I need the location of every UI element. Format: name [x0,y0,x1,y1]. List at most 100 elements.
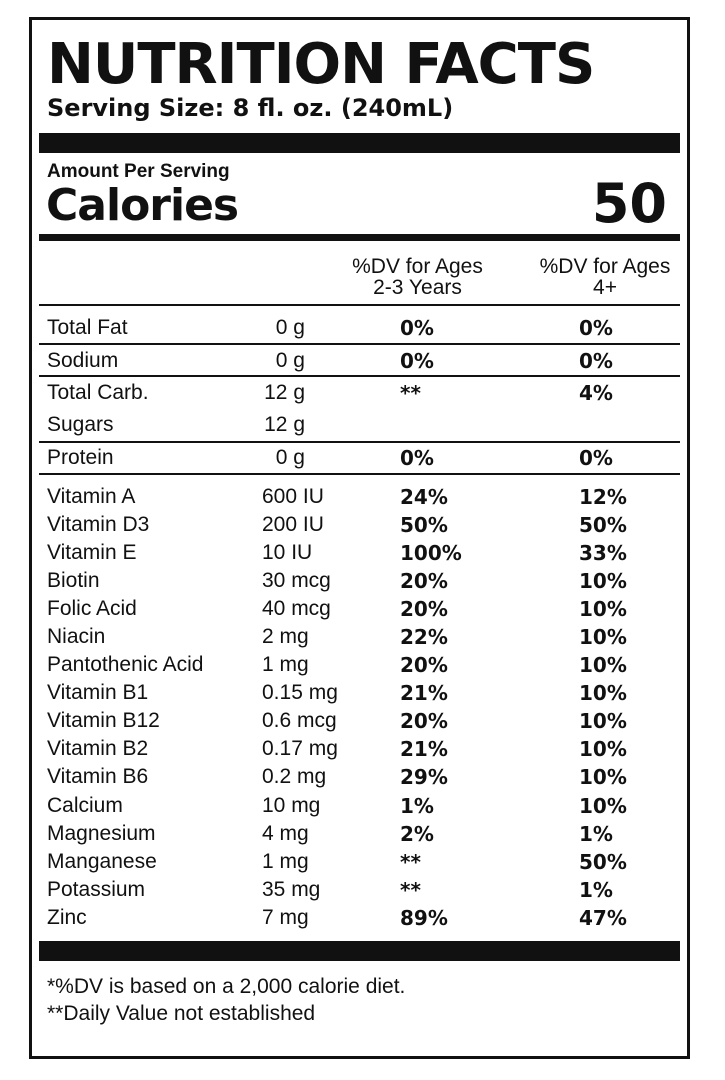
nutrient-dv-ages-4: 10% [579,569,627,593]
nutrient-row-vitamin-b6: Vitamin B6 0.2 mg 29% 10% [32,763,687,791]
nutrient-row-zinc: Zinc 7 mg 89% 47% [32,904,687,932]
nutrient-dv-ages-4: 10% [579,794,627,818]
nutrient-dv-ages-2-3: 0% [400,446,434,470]
nutrient-dv-ages-4: 0% [579,446,613,470]
nutrient-row-vitamin-e: Vitamin E 10 IU 100% 33% [32,539,687,567]
nutrient-dv-ages-2-3: ** [400,878,421,902]
footnote-not-established: **Daily Value not established [47,1002,316,1025]
column-header-ages-2-3-line2: 2-3 Years [373,276,462,299]
nutrient-amount: 10 IU [262,541,313,564]
nutrient-name: Zinc [47,906,87,929]
nutrient-dv-ages-4: 10% [579,653,627,677]
nutrient-dv-ages-4: 10% [579,681,627,705]
nutrient-dv-ages-4: 1% [579,822,613,846]
nutrient-row-sodium: Sodium 0 g 0% 0% [32,346,687,376]
nutrient-row-vitamin-b1: Vitamin B1 0.15 mg 21% 10% [32,679,687,707]
nutrient-dv-ages-2-3: 20% [400,569,448,593]
nutrient-amount: 0 g [275,316,305,339]
nutrient-dv-ages-4: 33% [579,541,627,565]
footnote-dv-basis: *%DV is based on a 2,000 calorie diet. [47,975,406,998]
nutrient-dv-ages-4: 12% [579,485,627,509]
nutrient-amount: 40 mcg [262,597,331,620]
nutrient-amount: 200 IU [262,513,324,536]
nutrient-dv-ages-2-3: 22% [400,625,448,649]
divider-line [39,304,680,306]
nutrient-dv-ages-2-3: 89% [400,906,448,930]
nutrient-name: Calcium [47,794,123,817]
nutrient-name: Vitamin B2 [47,737,149,760]
nutrient-name: Total Carb. [47,381,149,404]
nutrient-dv-ages-4: 4% [579,381,613,405]
nutrient-dv-ages-2-3: 50% [400,513,448,537]
nutrient-amount: 2 mg [262,625,309,648]
nutrient-dv-ages-4: 0% [579,316,613,340]
nutrient-dv-ages-2-3: 29% [400,765,448,789]
nutrient-row-total-fat: Total Fat 0 g 0% 0% [32,313,687,343]
divider-line [39,375,680,377]
nutrient-amount: 600 IU [262,485,324,508]
nutrient-amount: 0.6 mcg [262,709,337,732]
nutrient-name: Vitamin A [47,485,136,508]
nutrition-facts-panel: NUTRITION FACTS Serving Size: 8 fl. oz. … [29,17,690,1059]
nutrient-dv-ages-4: 10% [579,597,627,621]
nutrient-dv-ages-2-3: 2% [400,822,434,846]
nutrient-name: Vitamin B12 [47,709,160,732]
nutrient-amount: 35 mg [262,878,321,901]
amount-per-serving: Amount Per Serving [47,161,230,182]
nutrient-dv-ages-2-3: 21% [400,681,448,705]
nutrient-name: Sugars [47,413,114,436]
nutrient-name: Vitamin D3 [47,513,150,536]
divider-medium [39,234,680,241]
nutrient-amount: 12 g [264,413,305,436]
nutrient-dv-ages-4: 0% [579,349,613,373]
nutrient-row-vitamin-a: Vitamin A 600 IU 24% 12% [32,483,687,511]
divider-line [39,473,680,475]
nutrient-amount: 12 g [264,381,305,404]
nutrient-dv-ages-4: 10% [579,709,627,733]
column-header-ages-2-3: %DV for Ages 2-3 Years [335,256,500,298]
nutrient-dv-ages-2-3: 0% [400,316,434,340]
nutrient-row-biotin: Biotin 30 mcg 20% 10% [32,567,687,595]
nutrient-dv-ages-4: 50% [579,850,627,874]
nutrient-row-niacin: Niacin 2 mg 22% 10% [32,623,687,651]
nutrient-name: Niacin [47,625,106,648]
nutrient-dv-ages-2-3: 21% [400,737,448,761]
nutrient-name: Vitamin B1 [47,681,149,704]
nutrient-row-protein: Protein 0 g 0% 0% [32,443,687,473]
nutrient-dv-ages-2-3: ** [400,850,421,874]
nutrient-name: Vitamin B6 [47,765,149,788]
nutrient-row-manganese: Manganese 1 mg ** 50% [32,848,687,876]
nutrient-row-potassium: Potassium 35 mg ** 1% [32,876,687,904]
nutrient-name: Potassium [47,878,146,901]
nutrient-amount: 0 g [275,446,305,469]
divider-line [39,441,680,443]
nutrient-amount: 4 mg [262,822,309,845]
nutrient-dv-ages-2-3: 24% [400,485,448,509]
nutrient-row-vitamin-b2: Vitamin B2 0.17 mg 21% 10% [32,735,687,763]
nutrient-row-calcium: Calcium 10 mg 1% 10% [32,792,687,820]
divider-thick-bottom [39,941,680,961]
nutrient-name: Pantothenic Acid [47,653,204,676]
nutrient-amount: 0.15 mg [262,681,338,704]
nutrient-dv-ages-2-3: 100% [400,541,462,565]
nutrient-dv-ages-2-3: 20% [400,709,448,733]
nutrient-amount: 1 mg [262,653,309,676]
nutrient-dv-ages-2-3: 0% [400,349,434,373]
nutrient-name: Total Fat [47,316,128,339]
calories-label: Calories [46,180,239,231]
nutrient-dv-ages-2-3: 20% [400,597,448,621]
divider-line [39,343,680,345]
nutrient-amount: 30 mcg [262,569,331,592]
nutrient-amount: 0 g [275,349,305,372]
nutrient-row-sugars: Sugars 12 g [32,410,687,440]
nutrient-row-pantothenic-acid: Pantothenic Acid 1 mg 20% 10% [32,651,687,679]
nutrient-row-total-carb: Total Carb. 12 g ** 4% [32,378,687,408]
nutrient-dv-ages-4: 50% [579,513,627,537]
nutrient-name: Protein [47,446,114,469]
nutrient-dv-ages-4: 47% [579,906,627,930]
label-title: NUTRITION FACTS [47,32,595,97]
nutrient-row-folic-acid: Folic Acid 40 mcg 20% 10% [32,595,687,623]
nutrient-amount: 0.2 mg [262,765,327,788]
nutrient-amount: 7 mg [262,906,309,929]
nutrient-row-vitamin-d3: Vitamin D3 200 IU 50% 50% [32,511,687,539]
